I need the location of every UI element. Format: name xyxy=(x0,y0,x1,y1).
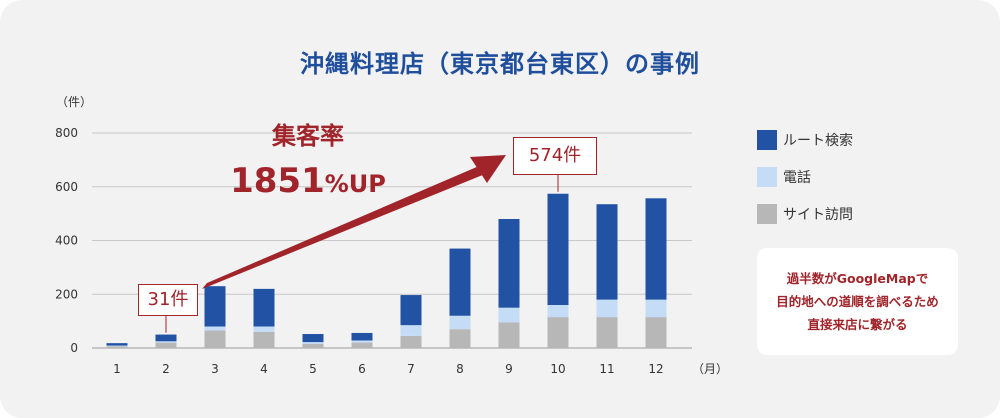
headline-unit: %UP xyxy=(324,170,386,198)
headline-value: 1851%UP xyxy=(220,161,396,201)
bar-segment xyxy=(449,248,471,316)
bar-segment xyxy=(645,299,667,318)
bar-segment xyxy=(498,219,520,308)
x-tick-label: 8 xyxy=(456,362,464,376)
headline-label: 集客率 xyxy=(272,122,344,150)
x-tick-label: 12 xyxy=(648,362,663,376)
legend-label-phone: 電話 xyxy=(783,170,811,186)
bar-segment xyxy=(106,346,128,348)
x-tick-label: 9 xyxy=(505,362,513,376)
bar-segment xyxy=(253,331,275,348)
legend-label-route-search: ルート検索 xyxy=(783,133,853,149)
bar-segment xyxy=(547,305,569,318)
growth-arrow-shaft xyxy=(202,163,490,289)
x-tick-label: 3 xyxy=(211,362,219,376)
bar-segment xyxy=(155,334,177,342)
x-tick-label: 10 xyxy=(550,362,565,376)
bar-segment xyxy=(498,322,520,348)
insight-note-line-3: 直接来店に繋がる xyxy=(807,317,908,332)
x-tick-label: 7 xyxy=(407,362,415,376)
legend-item-phone: 電話 xyxy=(757,167,853,187)
chart-title: 沖縄料理店（東京都台東区）の事例 xyxy=(300,50,700,78)
bar-segment xyxy=(400,295,422,326)
x-tick-label: 6 xyxy=(358,362,366,376)
x-tick-label: 11 xyxy=(599,362,614,376)
growth-arrow-head xyxy=(470,155,506,183)
bar-segment xyxy=(106,345,128,347)
legend-item-site-visit: サイト訪問 xyxy=(757,204,853,224)
y-tick-label: 200 xyxy=(55,287,78,301)
bar-segment xyxy=(351,342,373,348)
y-tick-label: 600 xyxy=(55,180,78,194)
bar-segment xyxy=(400,335,422,348)
bar-segment xyxy=(302,334,324,343)
insight-note-text: 過半数がGoogleMapで 目的地への道順を調べるため 直接来店に繋がる xyxy=(776,267,939,336)
bar-segment xyxy=(351,332,373,341)
y-axis-unit-label: （件） xyxy=(56,95,92,109)
bar-segment xyxy=(498,307,520,323)
y-tick-label: 800 xyxy=(55,126,78,140)
bar-segment xyxy=(645,317,667,348)
x-axis-unit-label: （月） xyxy=(692,362,728,376)
bar-segment xyxy=(253,288,275,327)
bar-segment xyxy=(449,329,471,348)
legend-swatch-route-search xyxy=(757,130,777,150)
bar-segment xyxy=(547,193,569,305)
legend-swatch-site-visit xyxy=(757,204,777,224)
bar-segment xyxy=(253,326,275,332)
y-tick-label: 0 xyxy=(70,341,78,355)
bar-segment xyxy=(351,340,373,343)
chart-legend: ルート検索 電話 サイト訪問 xyxy=(757,130,853,241)
bar-segment xyxy=(302,343,324,348)
bar-segment xyxy=(596,204,618,300)
bar-segment xyxy=(645,198,667,300)
headline-number: 1851 xyxy=(230,161,325,201)
x-tick-label: 4 xyxy=(260,362,268,376)
x-tick-label: 1 xyxy=(113,362,121,376)
callout-end: 574件 xyxy=(513,137,597,175)
bar-segment xyxy=(547,317,569,348)
y-tick-label: 400 xyxy=(55,234,78,248)
bar-segment xyxy=(155,342,177,348)
insight-note: 過半数がGoogleMapで 目的地への道順を調べるため 直接来店に繋がる xyxy=(757,248,958,355)
conversion-headline: 集客率 1851%UP xyxy=(220,116,396,201)
bar-segment xyxy=(204,326,226,331)
legend-swatch-phone xyxy=(757,167,777,187)
bar-segment xyxy=(596,317,618,348)
bar-segment xyxy=(449,315,471,330)
bar-segment xyxy=(302,342,324,344)
bar-segment xyxy=(400,325,422,336)
legend-label-site-visit: サイト訪問 xyxy=(783,207,853,223)
callout-start: 31件 xyxy=(138,284,198,316)
bar-segment xyxy=(106,343,128,346)
x-tick-label: 2 xyxy=(162,362,170,376)
legend-item-route-search: ルート検索 xyxy=(757,130,853,150)
insight-note-line-2: 目的地への道順を調べるため xyxy=(776,294,939,309)
bar-segment xyxy=(596,299,618,318)
x-tick-label: 5 xyxy=(309,362,317,376)
insight-note-line-1: 過半数がGoogleMapで xyxy=(786,271,929,286)
bar-segment xyxy=(155,341,177,343)
bar-segment xyxy=(204,330,226,348)
bar-segment xyxy=(204,286,226,327)
